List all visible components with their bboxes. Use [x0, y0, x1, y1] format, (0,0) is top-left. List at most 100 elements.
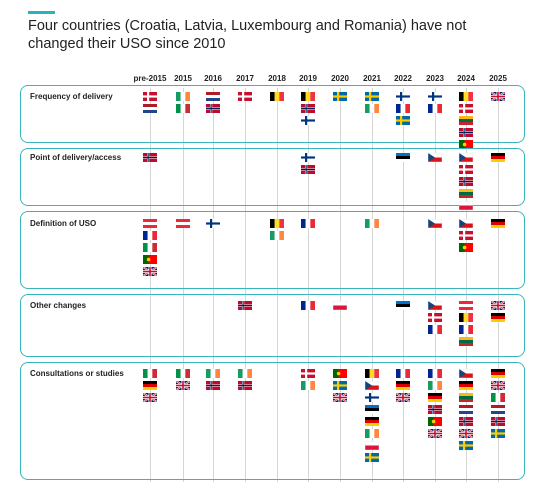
flag-norway-icon	[459, 417, 473, 426]
flag-austria-icon	[176, 219, 190, 228]
year-guide-line	[213, 88, 214, 482]
flag-france-icon	[143, 231, 157, 240]
flag-italy-icon	[176, 369, 190, 378]
flag-czechia-icon	[365, 381, 379, 390]
flag-belgium-icon	[270, 219, 284, 228]
year-header: 2015	[174, 74, 192, 83]
flag-uk-icon	[396, 393, 410, 402]
year-header: 2021	[363, 74, 381, 83]
category-label: Point of delivery/access	[30, 153, 122, 162]
year-guide-line	[183, 88, 184, 482]
flag-uk-icon	[491, 301, 505, 310]
flag-belgium-icon	[365, 369, 379, 378]
page-title: Four countries (Croatia, Latvia, Luxembo…	[28, 18, 467, 52]
flag-france-icon	[396, 104, 410, 113]
flag-ireland-icon	[176, 92, 190, 101]
year-header: 2018	[268, 74, 286, 83]
category-box	[20, 362, 525, 480]
year-header: 2017	[236, 74, 254, 83]
flag-netherlands-icon	[459, 405, 473, 414]
flag-germany-icon	[365, 417, 379, 426]
year-header: 2024	[457, 74, 475, 83]
flag-denmark-icon	[428, 313, 442, 322]
flag-germany-icon	[459, 381, 473, 390]
flag-norway-icon	[459, 128, 473, 137]
flag-italy-icon	[491, 393, 505, 402]
category-box	[20, 85, 525, 143]
year-guide-line	[498, 88, 499, 482]
title-accent-bar	[28, 11, 55, 14]
flag-portugal-icon	[459, 140, 473, 149]
flag-lithuania-icon	[459, 116, 473, 125]
year-guide-line	[435, 88, 436, 482]
flag-germany-icon	[491, 219, 505, 228]
flag-germany-icon	[396, 381, 410, 390]
flag-czechia-icon	[428, 219, 442, 228]
category-box	[20, 148, 525, 206]
year-guide-line	[340, 88, 341, 482]
flag-france-icon	[396, 369, 410, 378]
year-guide-line	[466, 88, 467, 482]
flag-uk-icon	[333, 393, 347, 402]
flag-germany-icon	[491, 313, 505, 322]
flag-poland-icon	[333, 301, 347, 310]
flag-denmark-icon	[238, 92, 252, 101]
flag-ireland-icon	[365, 219, 379, 228]
flag-finland-icon	[396, 92, 410, 101]
year-header: 2020	[331, 74, 349, 83]
flag-ireland-icon	[270, 231, 284, 240]
flag-czechia-icon	[428, 153, 442, 162]
flag-france-icon	[301, 219, 315, 228]
flag-germany-icon	[491, 369, 505, 378]
flag-portugal-icon	[143, 255, 157, 264]
flag-denmark-icon	[459, 104, 473, 113]
flag-ireland-icon	[301, 381, 315, 390]
flag-finland-icon	[365, 393, 379, 402]
flag-portugal-icon	[333, 369, 347, 378]
flag-norway-icon	[428, 405, 442, 414]
flag-norway-icon	[143, 153, 157, 162]
flag-italy-icon	[143, 243, 157, 252]
flag-ireland-icon	[238, 369, 252, 378]
flag-france-icon	[459, 325, 473, 334]
year-header: pre-2015	[133, 74, 167, 83]
flag-belgium-icon	[459, 92, 473, 101]
flag-czechia-icon	[459, 219, 473, 228]
flag-belgium-icon	[459, 313, 473, 322]
flag-finland-icon	[428, 92, 442, 101]
flag-uk-icon	[143, 393, 157, 402]
flag-belgium-icon	[301, 92, 315, 101]
year-header: 2025	[489, 74, 507, 83]
flag-norway-icon	[206, 104, 220, 113]
flag-finland-icon	[206, 219, 220, 228]
flag-ireland-icon	[206, 369, 220, 378]
flag-sweden-icon	[459, 441, 473, 450]
flag-france-icon	[428, 104, 442, 113]
flag-sweden-icon	[365, 92, 379, 101]
flag-norway-icon	[238, 381, 252, 390]
flag-norway-icon	[459, 177, 473, 186]
flag-ireland-icon	[365, 104, 379, 113]
flag-portugal-icon	[459, 243, 473, 252]
flag-germany-icon	[428, 393, 442, 402]
year-header: 2016	[204, 74, 222, 83]
flag-norway-icon	[491, 417, 505, 426]
year-guide-line	[277, 88, 278, 482]
flag-germany-icon	[491, 153, 505, 162]
flag-sweden-icon	[396, 116, 410, 125]
flag-sweden-icon	[333, 92, 347, 101]
flag-lithuania-icon	[459, 393, 473, 402]
flag-estonia-icon	[365, 405, 379, 414]
year-guide-line	[372, 88, 373, 482]
flag-denmark-icon	[143, 92, 157, 101]
flag-sweden-icon	[365, 453, 379, 462]
flag-italy-icon	[176, 104, 190, 113]
flag-norway-icon	[301, 104, 315, 113]
flag-germany-icon	[143, 381, 157, 390]
flag-ireland-icon	[365, 429, 379, 438]
flag-austria-icon	[459, 301, 473, 310]
flag-france-icon	[301, 301, 315, 310]
flag-france-icon	[428, 369, 442, 378]
flag-denmark-icon	[459, 231, 473, 240]
